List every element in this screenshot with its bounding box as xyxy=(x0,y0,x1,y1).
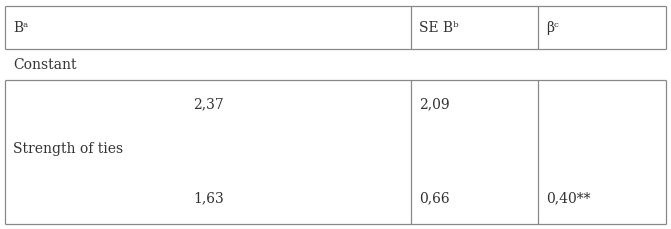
Text: Constant: Constant xyxy=(13,58,77,72)
Text: βᶜ: βᶜ xyxy=(546,21,559,35)
Text: 2,09: 2,09 xyxy=(419,97,450,111)
Text: 0,66: 0,66 xyxy=(419,190,450,204)
Text: Strength of ties: Strength of ties xyxy=(13,142,123,156)
Text: SE Bᵇ: SE Bᵇ xyxy=(419,21,459,35)
Text: 0,40**: 0,40** xyxy=(546,190,590,204)
Text: 2,37: 2,37 xyxy=(193,97,223,111)
Text: Bᵃ: Bᵃ xyxy=(13,21,29,35)
Text: 1,63: 1,63 xyxy=(193,190,223,204)
